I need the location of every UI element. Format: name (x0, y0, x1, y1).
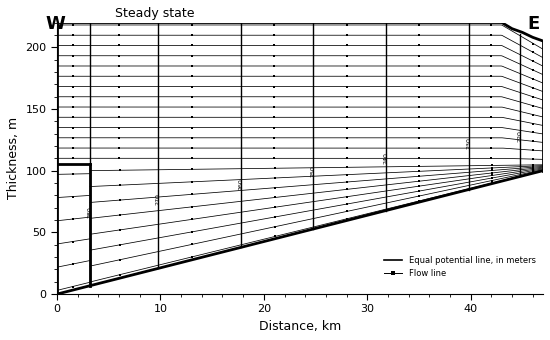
Text: 240: 240 (383, 152, 388, 164)
Y-axis label: Thickness, m: Thickness, m (7, 117, 20, 199)
Text: 270: 270 (156, 193, 161, 205)
Text: 260: 260 (239, 178, 244, 190)
Text: E: E (527, 15, 540, 33)
Text: 220: 220 (518, 131, 523, 142)
Text: 230: 230 (466, 137, 471, 149)
Text: 250: 250 (311, 165, 316, 177)
Legend: Equal potential line, in meters, Flow line: Equal potential line, in meters, Flow li… (380, 253, 539, 282)
Text: W: W (45, 15, 65, 33)
X-axis label: Distance, km: Distance, km (259, 320, 341, 333)
Text: 280: 280 (87, 206, 92, 218)
Text: Steady state: Steady state (116, 7, 195, 20)
